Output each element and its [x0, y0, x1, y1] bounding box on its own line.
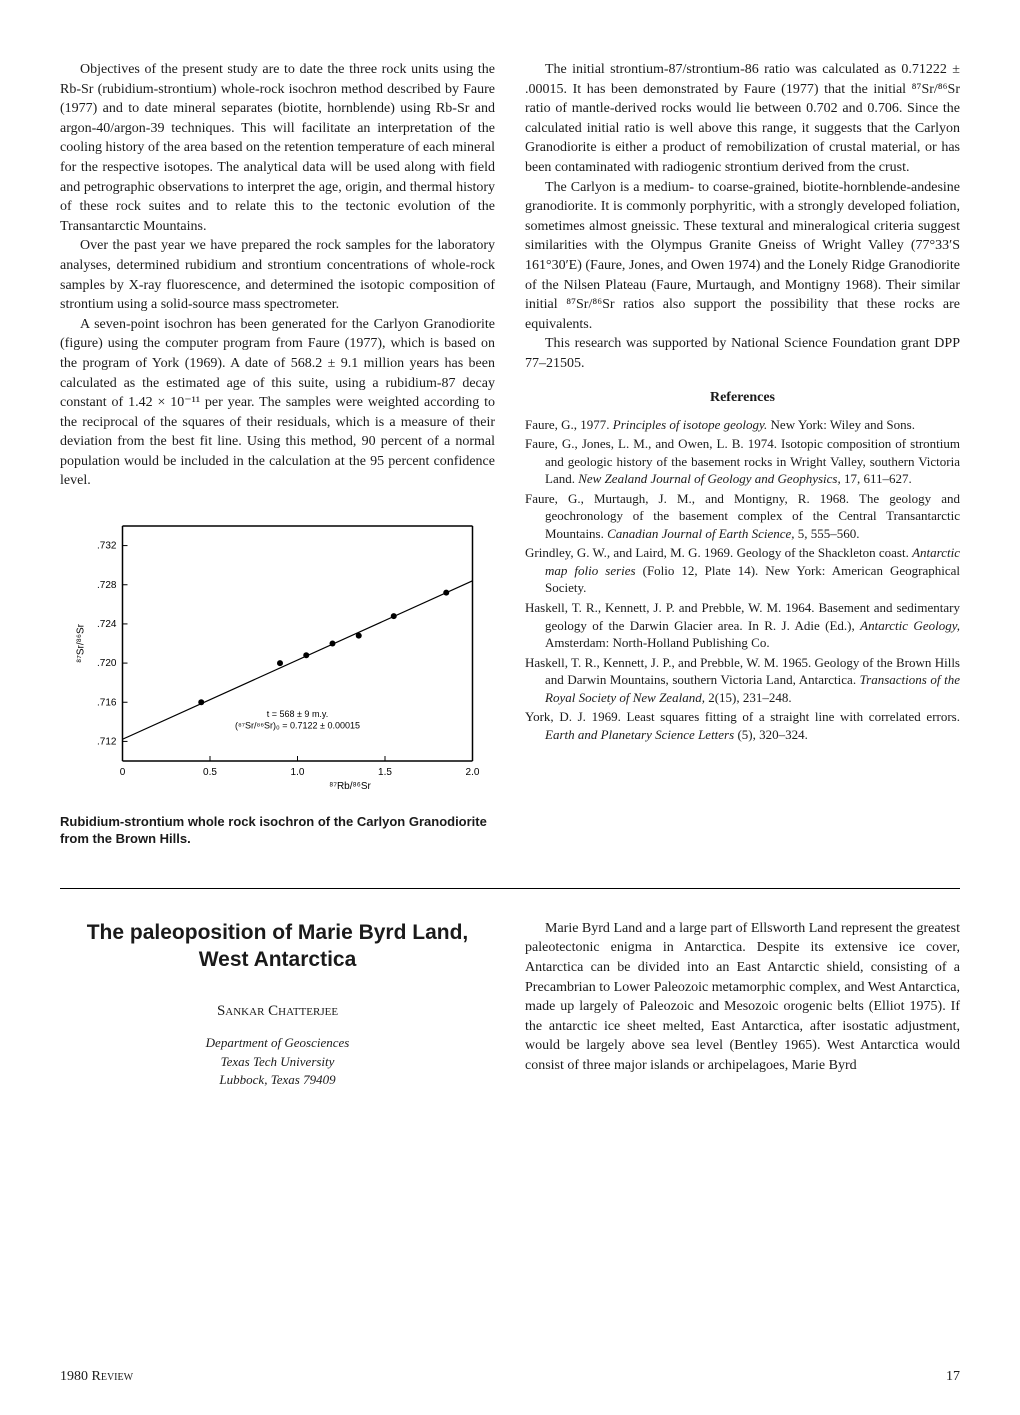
reference-item: Grindley, G. W., and Laird, M. G. 1969. … [525, 544, 960, 597]
reference-item: Haskell, T. R., Kennett, J. P. and Prebb… [525, 599, 960, 652]
svg-text:.712: .712 [97, 736, 117, 747]
footer-page-number: 17 [946, 1369, 960, 1385]
svg-text:t = 568 ± 9 m.y.: t = 568 ± 9 m.y. [267, 709, 329, 719]
svg-text:0.5: 0.5 [203, 767, 217, 778]
article-divider [60, 888, 960, 889]
svg-text:⁸⁷Sr/⁸⁶Sr: ⁸⁷Sr/⁸⁶Sr [76, 623, 87, 663]
isochron-figure: .712 .716 .720 .724 .728 .732 0 0.5 1.0 1.5 2.0 ⁸⁷R… [60, 511, 495, 848]
affiliation-line1: Department of Geosciences [206, 1035, 350, 1050]
svg-text:.724: .724 [97, 619, 117, 630]
affiliation-line3: Lubbock, Texas 79409 [219, 1072, 335, 1087]
references-list: Faure, G., 1977. Principles of isotope g… [525, 416, 960, 744]
figure-caption: Rubidium-strontium whole rock isochron o… [60, 814, 495, 848]
svg-text:0: 0 [120, 767, 126, 778]
article2-affiliation: Department of Geosciences Texas Tech Uni… [60, 1034, 495, 1089]
svg-text:⁸⁷Rb/⁸⁶Sr: ⁸⁷Rb/⁸⁶Sr [329, 781, 371, 792]
svg-text:1.0: 1.0 [291, 767, 305, 778]
right-column: The initial strontium-87/strontium-86 ra… [525, 60, 960, 848]
svg-text:2.0: 2.0 [466, 767, 480, 778]
para-6: This research was supported by National … [525, 334, 960, 373]
reference-item: Faure, G., 1977. Principles of isotope g… [525, 416, 960, 434]
references-heading: References [525, 390, 960, 406]
article2-title: The paleoposition of Marie Byrd Land, We… [60, 919, 495, 974]
svg-text:1.5: 1.5 [378, 767, 392, 778]
svg-text:.728: .728 [97, 580, 117, 591]
reference-item: Faure, G., Jones, L. M., and Owen, L. B.… [525, 435, 960, 488]
para-2: Over the past year we have prepared the … [60, 236, 495, 314]
article2-content: The paleoposition of Marie Byrd Land, We… [60, 919, 960, 1089]
left-column: Objectives of the present study are to d… [60, 60, 495, 848]
reference-item: York, D. J. 1969. Least squares fitting … [525, 708, 960, 743]
footer-left: 1980 Review [60, 1369, 133, 1385]
svg-text:(⁸⁷Sr/⁸⁶Sr)₀ = 0.7122 ± 0.0001: (⁸⁷Sr/⁸⁶Sr)₀ = 0.7122 ± 0.00015 [235, 721, 360, 731]
article2-header-column: The paleoposition of Marie Byrd Land, We… [60, 919, 495, 1089]
para-3: A seven-point isochron has been generate… [60, 315, 495, 491]
para-1: Objectives of the present study are to d… [60, 60, 495, 236]
svg-text:.732: .732 [97, 541, 117, 552]
svg-text:.720: .720 [97, 658, 117, 669]
affiliation-line2: Texas Tech University [221, 1054, 335, 1069]
isochron-chart: .712 .716 .720 .724 .728 .732 0 0.5 1.0 1.5 2.0 ⁸⁷R… [60, 511, 495, 801]
article2-author: Sankar Chatterjee [60, 1003, 495, 1020]
article1-content: Objectives of the present study are to d… [60, 60, 960, 848]
page-footer: 1980 Review 17 [60, 1369, 960, 1385]
article2-para1: Marie Byrd Land and a large part of Ells… [525, 919, 960, 1076]
reference-item: Faure, G., Murtaugh, J. M., and Montigny… [525, 490, 960, 543]
reference-item: Haskell, T. R., Kennett, J. P., and Preb… [525, 654, 960, 707]
svg-text:.716: .716 [97, 697, 117, 708]
para-5: The Carlyon is a medium- to coarse-grain… [525, 178, 960, 335]
para-4: The initial strontium-87/strontium-86 ra… [525, 60, 960, 178]
article2-text-column: Marie Byrd Land and a large part of Ells… [525, 919, 960, 1089]
